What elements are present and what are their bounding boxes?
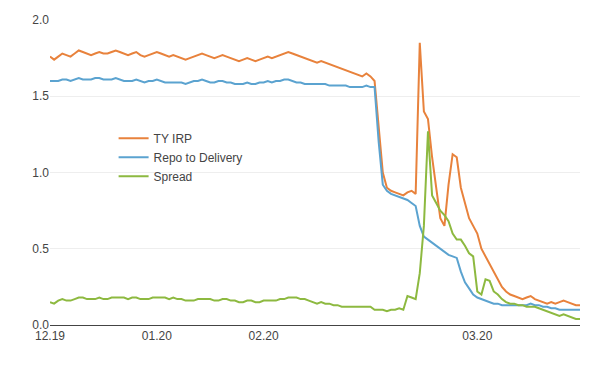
svg-text:12.19: 12.19 <box>35 329 65 343</box>
svg-text:01.20: 01.20 <box>142 329 172 343</box>
svg-text:03.20: 03.20 <box>462 329 492 343</box>
svg-text:Spread: Spread <box>154 170 193 184</box>
svg-text:02.20: 02.20 <box>249 329 279 343</box>
svg-text:2.0: 2.0 <box>32 13 49 27</box>
svg-text:1.0: 1.0 <box>32 166 49 180</box>
svg-text:Repo to Delivery: Repo to Delivery <box>154 151 243 165</box>
svg-text:1.5: 1.5 <box>32 89 49 103</box>
svg-text:0.0: 0.0 <box>32 318 49 332</box>
svg-text:TY IRP: TY IRP <box>154 132 192 146</box>
svg-text:0.5: 0.5 <box>32 242 49 256</box>
